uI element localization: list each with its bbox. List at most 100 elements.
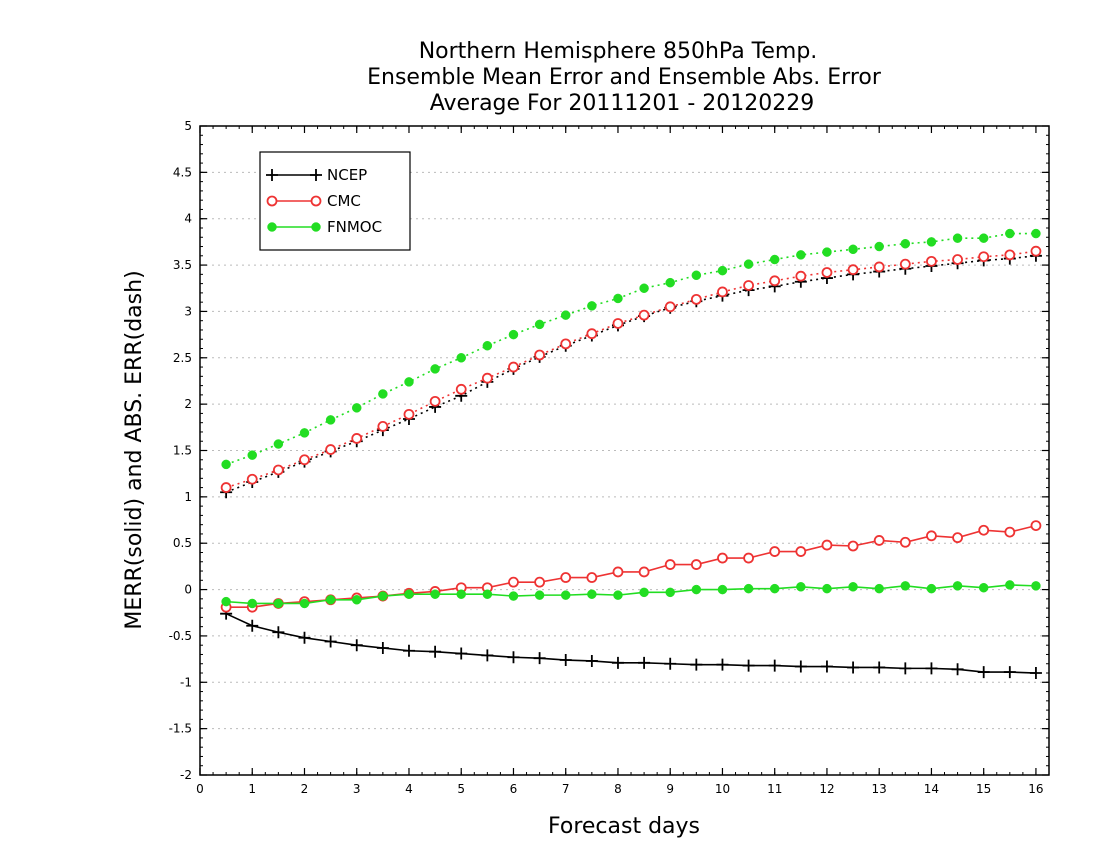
series-fnmoc-mean-error-point xyxy=(769,583,780,594)
y-tick-label: 3.5 xyxy=(173,258,192,272)
series-fnmoc-abs-error-point xyxy=(404,377,414,387)
series-ncep-mean-error-point xyxy=(899,662,912,675)
series-fnmoc-abs-error-point xyxy=(769,254,780,265)
series-fnmoc-abs-error-point xyxy=(900,238,911,249)
legend-marker xyxy=(266,169,278,181)
series-cmc-mean-error-point xyxy=(873,535,885,546)
series-fnmoc-mean-error-point xyxy=(848,582,858,592)
series-cmc-abs-error-point xyxy=(481,372,493,384)
series-ncep-mean-error-point xyxy=(481,649,494,662)
x-tick-label: 5 xyxy=(457,782,465,796)
y-tick-label: -2 xyxy=(180,768,192,782)
series-ncep-mean-error-point xyxy=(768,659,781,672)
series-ncep-mean-error-point xyxy=(716,658,729,671)
series-fnmoc-mean-error-point xyxy=(508,591,519,601)
series-fnmoc-mean-error-point xyxy=(639,587,649,598)
legend-label: NCEP xyxy=(327,166,367,184)
legend: NCEP CMC FNMOC xyxy=(259,151,411,251)
series-fnmoc-mean-error-line xyxy=(226,584,1036,605)
series-cmc-abs-error-point xyxy=(1004,249,1016,261)
series-fnmoc-abs-error-point xyxy=(221,459,231,470)
x-tick-label: 8 xyxy=(614,782,622,796)
series-fnmoc-abs-error-point xyxy=(1031,228,1041,239)
series-cmc-abs-error-point xyxy=(403,408,415,420)
series-fnmoc-abs-error-point xyxy=(456,353,466,363)
series-cmc-abs-error-point xyxy=(847,264,859,276)
y-tick-label: 3 xyxy=(184,304,192,318)
series-fnmoc-mean-error-point xyxy=(404,589,414,599)
series-fnmoc-mean-error-point xyxy=(247,598,257,609)
legend-marker xyxy=(267,222,277,232)
series-fnmoc-abs-error-point xyxy=(691,270,702,281)
series-cmc-abs-error-point xyxy=(351,433,363,444)
x-tick-label: 2 xyxy=(301,782,309,796)
x-tick-label: 9 xyxy=(666,782,674,796)
y-tick-label: 1.5 xyxy=(173,444,192,458)
series-cmc-mean-error-point xyxy=(1030,520,1042,531)
y-tick-label: 2.5 xyxy=(173,351,192,365)
series-ncep-mean-error-point xyxy=(272,626,285,639)
series-fnmoc-abs-error-point xyxy=(587,301,597,311)
series-cmc-abs-error-point xyxy=(586,328,598,340)
series-fnmoc-abs-error-point xyxy=(325,415,336,425)
series-fnmoc-abs-error-point xyxy=(508,329,519,340)
series-ncep-mean-error-point xyxy=(324,635,337,648)
legend-label: FNMOC xyxy=(327,218,382,236)
series-ncep-mean-error-point xyxy=(585,654,598,667)
x-tick-label: 4 xyxy=(405,782,413,796)
series-cmc-mean-error-point xyxy=(1004,526,1016,538)
series-ncep-mean-error-point xyxy=(402,644,415,657)
series-cmc-mean-error-point xyxy=(612,566,624,578)
series-fnmoc-abs-error-point xyxy=(743,259,754,269)
y-axis-label: MERR(solid) and ABS. ERR(dash) xyxy=(122,270,147,629)
legend-item-ncep: NCEP xyxy=(266,166,367,184)
series-fnmoc-abs-error-point xyxy=(848,244,858,255)
series-cmc-abs-error-point xyxy=(220,482,232,493)
series-ncep-mean-error-point xyxy=(429,645,442,658)
series-fnmoc-mean-error-point xyxy=(874,583,884,594)
chart-title: Northern Hemisphere 850hPa Temp. Ensembl… xyxy=(367,39,882,116)
series-ncep-mean-error-point xyxy=(507,651,520,664)
series-cmc-mean-error-line xyxy=(226,524,1037,608)
series-cmc-abs-error-point xyxy=(873,261,885,273)
series-cmc-mean-error-point xyxy=(638,566,650,578)
series-cmc-abs-error-point xyxy=(690,293,702,305)
legend-item-cmc: CMC xyxy=(266,192,361,210)
y-tick-label: 0 xyxy=(184,583,192,597)
series-fnmoc-abs-error-point xyxy=(482,340,493,351)
series-fnmoc-mean-error-point xyxy=(717,584,728,595)
series-fnmoc-mean-error-point xyxy=(1005,580,1015,590)
series-cmc-mean-error-point xyxy=(586,572,598,583)
series-ncep-mean-error-point xyxy=(611,656,624,669)
series-cmc-abs-error-point xyxy=(952,254,963,265)
series-fnmoc-mean-error-point xyxy=(613,590,623,600)
series-layer xyxy=(220,228,1042,680)
series-fnmoc-mean-error-point xyxy=(351,595,362,605)
series-fnmoc-abs-error-point xyxy=(299,428,310,438)
series-fnmoc-abs-error-point xyxy=(247,450,257,460)
x-tick-label: 13 xyxy=(872,782,887,796)
series-ncep-mean-error-point xyxy=(820,660,833,673)
series-ncep-mean-error-point xyxy=(350,639,363,652)
series-ncep-mean-error-point xyxy=(1029,667,1042,680)
x-tick-label: 6 xyxy=(510,782,518,796)
series-cmc-abs-error-point xyxy=(638,309,650,321)
series-fnmoc-mean-error-point xyxy=(482,589,493,599)
title-line-2: Ensemble Mean Error and Ensemble Abs. Er… xyxy=(367,65,882,90)
series-ncep-mean-error-point xyxy=(638,656,651,669)
series-cmc-mean-error-point xyxy=(899,536,911,548)
series-ncep-mean-error-point xyxy=(664,657,677,670)
series-ncep-mean-error-point xyxy=(742,659,755,672)
series-fnmoc-abs-error-point xyxy=(926,237,937,247)
series-cmc-abs-error-point xyxy=(377,420,389,432)
series-fnmoc-mean-error-point xyxy=(221,596,231,607)
series-cmc-abs-error-point xyxy=(899,258,911,270)
y-tick-label: 5 xyxy=(184,119,192,133)
series-cmc-mean-error-point xyxy=(795,546,807,557)
series-cmc-abs-error-point xyxy=(508,361,519,373)
series-cmc-mean-error-point xyxy=(534,576,545,588)
x-axis-label: Forecast days xyxy=(548,814,700,839)
series-cmc-abs-error-line xyxy=(225,250,1037,489)
series-cmc-abs-error-point xyxy=(926,255,937,267)
